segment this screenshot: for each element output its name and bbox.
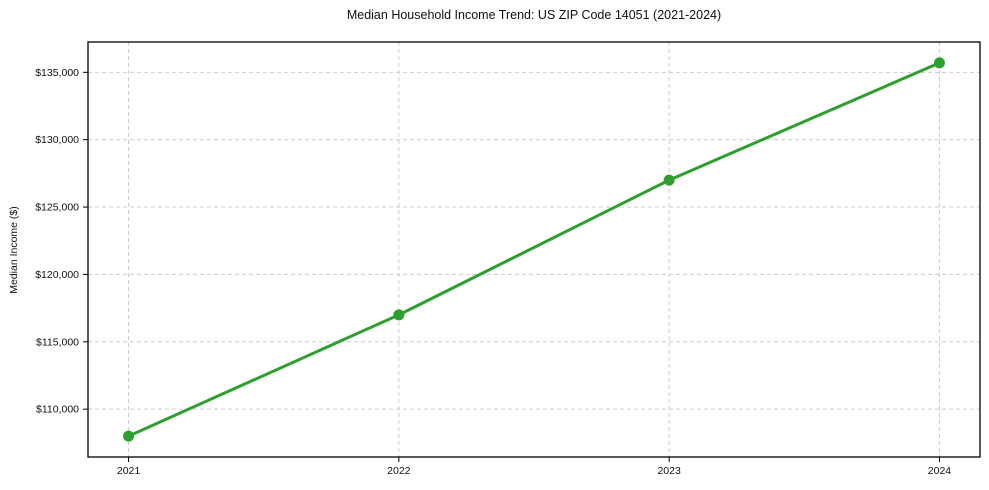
- y-tick-label: $125,000: [35, 202, 79, 214]
- chart-title: Median Household Income Trend: US ZIP Co…: [346, 8, 722, 22]
- trend-line: [127, 61, 941, 438]
- y-tick-label: $130,000: [35, 134, 79, 146]
- data-point: [933, 57, 945, 69]
- y-tick-label: $115,000: [36, 336, 79, 348]
- x-tick-label: 2023: [657, 465, 681, 477]
- data-point: [123, 430, 135, 442]
- x-tick-label: 2024: [928, 465, 952, 477]
- plot-border: [87, 41, 981, 458]
- y-tick-label: $135,000: [35, 67, 79, 79]
- y-tick-label: $110,000: [36, 404, 79, 416]
- data-point: [663, 174, 675, 186]
- data-point: [393, 309, 405, 321]
- x-tick-label: 2022: [387, 465, 411, 477]
- y-tick-label: $120,000: [35, 269, 79, 281]
- x-tick-label: 2021: [117, 465, 141, 477]
